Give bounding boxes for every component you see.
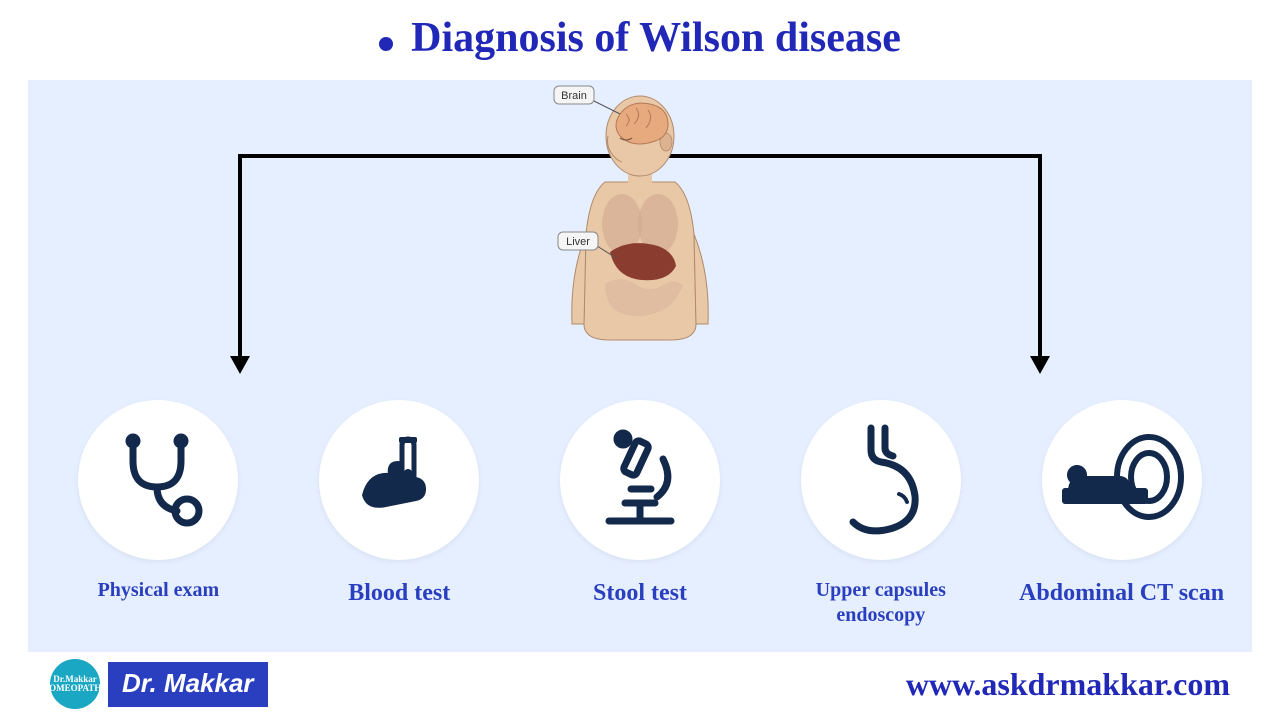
page-title: Diagnosis of Wilson disease [411,15,901,61]
title-bullet [379,37,393,51]
website-url: www.askdrmakkar.com [906,666,1230,703]
diag-label: Abdominal CT scan [1019,578,1224,608]
arrowhead-left [230,356,250,374]
logo-badge: Dr.Makkar HOMEOPATHY [50,659,100,709]
brain-shape [616,103,668,144]
diag-stool-test: Stool test [535,400,745,608]
diag-endoscopy: Upper capsules endoscopy [776,400,986,628]
diag-blood-test: Blood test [294,400,504,608]
diag-ct-scan: Abdominal CT scan [1017,400,1227,608]
liver-callout-label: Liver [566,236,590,248]
diag-physical-exam: Physical exam [53,400,263,603]
diagram-panel: Brain Liver [28,80,1252,652]
brain-callout: Brain [554,86,620,114]
anatomy-illustration: Brain Liver [550,84,730,344]
diag-label: Upper capsules endoscopy [776,578,986,628]
stomach-icon [801,400,961,560]
diagnostics-row: Physical exam Blood test [28,400,1252,628]
diag-label: Stool test [593,578,687,608]
diag-label: Physical exam [98,578,220,603]
syringe-icon [319,400,479,560]
stethoscope-icon [78,400,238,560]
logo-bar: Dr. Makkar [108,662,268,707]
arrowhead-right [1030,356,1050,374]
title-row: Diagnosis of Wilson disease [0,0,1280,68]
diag-label: Blood test [348,578,450,608]
footer: Dr.Makkar HOMEOPATHY Dr. Makkar www.askd… [0,656,1280,720]
microscope-icon [560,400,720,560]
brain-callout-label: Brain [561,90,587,102]
ctscan-icon [1042,400,1202,560]
logo-group: Dr.Makkar HOMEOPATHY Dr. Makkar [50,659,268,709]
